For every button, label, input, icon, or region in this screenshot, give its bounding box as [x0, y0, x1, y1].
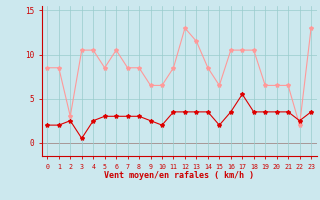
X-axis label: Vent moyen/en rafales ( km/h ): Vent moyen/en rafales ( km/h )	[104, 171, 254, 180]
